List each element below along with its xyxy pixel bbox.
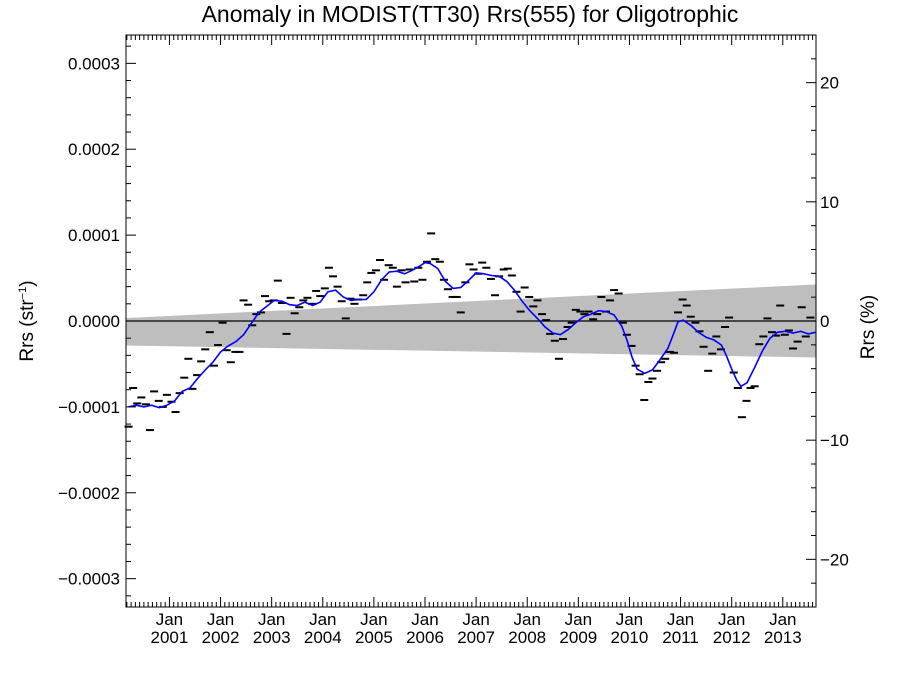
x-tick-month-label: Jan <box>462 610 489 629</box>
right-y-tick-label: −10 <box>820 431 849 450</box>
x-tick-month-label: Jan <box>667 610 694 629</box>
left-y-tick-label: 0.0003 <box>68 54 120 73</box>
x-tick-year-label: 2001 <box>151 628 189 647</box>
x-tick-month-label: Jan <box>360 610 387 629</box>
x-tick-month-label: Jan <box>411 610 438 629</box>
x-tick-month-label: Jan <box>718 610 745 629</box>
x-tick-month-label: Jan <box>769 610 796 629</box>
chart-title: Anomaly in MODIST(TT30) Rrs(555) for Oli… <box>202 1 739 27</box>
x-tick-month-label: Jan <box>156 610 183 629</box>
left-y-tick-label: 0.0002 <box>68 140 120 159</box>
right-y-axis: 20 10 0 −10 −20 <box>806 34 849 608</box>
x-tick-year-label: 2005 <box>355 628 393 647</box>
left-y-tick-label: 0.0000 <box>68 312 120 331</box>
x-tick-month-label: Jan <box>616 610 643 629</box>
left-y-tick-label: −0.0001 <box>58 398 120 417</box>
x-tick-year-label: 2004 <box>304 628 342 647</box>
x-tick-year-label: 2008 <box>508 628 546 647</box>
x-tick-year-label: 2007 <box>457 628 495 647</box>
x-tick-month-label: Jan <box>258 610 285 629</box>
left-y-tick-label: −0.0003 <box>58 570 120 589</box>
x-tick-year-label: 2012 <box>713 628 751 647</box>
right-y-tick-label: 20 <box>820 74 839 93</box>
left-y-axis: 0.0003 0.0002 0.0001 0.0000 −0.0001 −0.0002 −0… <box>58 45 136 597</box>
x-tick-month-label: Jan <box>207 610 234 629</box>
right-y-tick-label: 0 <box>820 312 829 331</box>
left-y-tick-label: −0.0002 <box>58 484 120 503</box>
x-tick-year-label: 2011 <box>662 628 699 647</box>
x-tick-month-label: Jan <box>514 610 541 629</box>
left-y-tick-label: 0.0001 <box>68 226 120 245</box>
x-tick-year-label: 2009 <box>559 628 597 647</box>
plot-area <box>124 232 817 432</box>
left-y-axis-label: Rrs (str−1) <box>17 280 38 361</box>
x-tick-year-label: 2010 <box>611 628 649 647</box>
x-tick-year-label: 2002 <box>202 628 240 647</box>
right-y-tick-label: −20 <box>820 550 849 569</box>
x-tick-year-label: 2006 <box>406 628 444 647</box>
x-axis: Jan2001Jan2002Jan2003Jan2004Jan2005Jan20… <box>126 35 814 647</box>
x-tick-month-label: Jan <box>309 610 336 629</box>
right-y-tick-label: 10 <box>820 193 839 212</box>
trend-line <box>128 261 817 409</box>
x-tick-month-label: Jan <box>565 610 592 629</box>
right-y-axis-label: Rrs (%) <box>858 295 879 359</box>
x-tick-year-label: 2013 <box>764 628 802 647</box>
x-tick-year-label: 2003 <box>253 628 291 647</box>
